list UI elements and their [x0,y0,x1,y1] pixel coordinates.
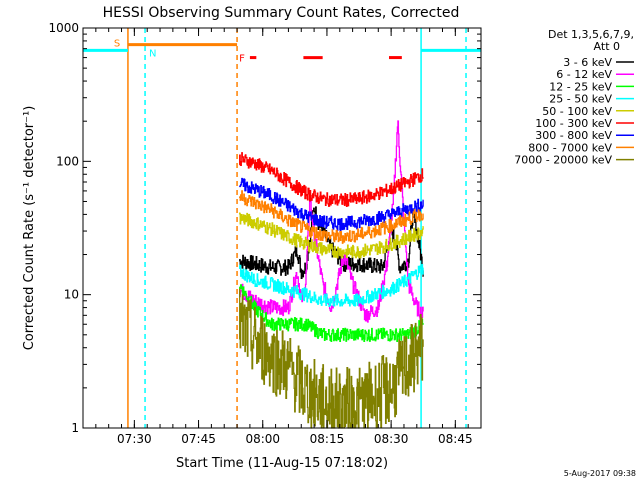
footer-timestamp: 5-Aug-2017 09:38 [564,469,636,478]
x-tick-label-6: 08:45 [438,432,473,446]
chart-title: HESSI Observing Summary Count Rates, Cor… [103,5,460,21]
y-tick-label-3: 100 [56,154,79,168]
series-line-5 [239,212,424,259]
legend-entry-label-5: 50 - 100 keV [542,105,612,118]
legend-entry-label-1: 3 - 6 keV [563,56,612,69]
series-line-2 [239,120,424,323]
legend-entry-label-6: 100 - 300 keV [535,117,612,130]
x-tick-label-2: 07:45 [181,432,216,446]
series-line-8 [239,190,424,244]
legend-header-line-2: Att 0 [594,40,620,53]
y-tick-label-1: 1 [71,421,79,435]
y-tick-label-2: 10 [64,288,79,302]
x-tick-label-1: 07:30 [117,432,152,446]
x-axis-label: Start Time (11-Aug-15 07:18:02) [176,456,388,471]
legend-entry-label-2: 6 - 12 keV [556,68,612,81]
x-tick-label-5: 08:30 [374,432,409,446]
flag-label-s: S [114,39,120,50]
plot-frame [82,27,482,429]
series-line-7 [239,177,424,231]
legend-entry-label-4: 25 - 50 keV [549,93,612,106]
x-tick-label-3: 08:00 [245,432,280,446]
y-tick-label-4: 1000 [48,21,79,35]
flag-label-f: F [239,54,245,65]
series-line-4 [239,263,424,307]
x-tick-label-4: 08:15 [310,432,345,446]
legend-entry-label-7: 300 - 800 keV [535,129,612,142]
series-line-6 [239,152,424,208]
series-line-3 [239,284,424,343]
legend-header-line-1: Det 1,3,5,6,7,9, [548,28,634,41]
legend-entry-label-8: 800 - 7000 keV [528,141,612,154]
y-axis-label: Corrected Count Rate (s⁻¹ detector⁻¹) [22,106,37,351]
series-line-9 [239,288,424,429]
legend-entry-label-3: 12 - 25 keV [549,80,612,93]
flag-label-n: N [149,49,156,60]
legend-entry-label-9: 7000 - 20000 keV [514,154,612,167]
